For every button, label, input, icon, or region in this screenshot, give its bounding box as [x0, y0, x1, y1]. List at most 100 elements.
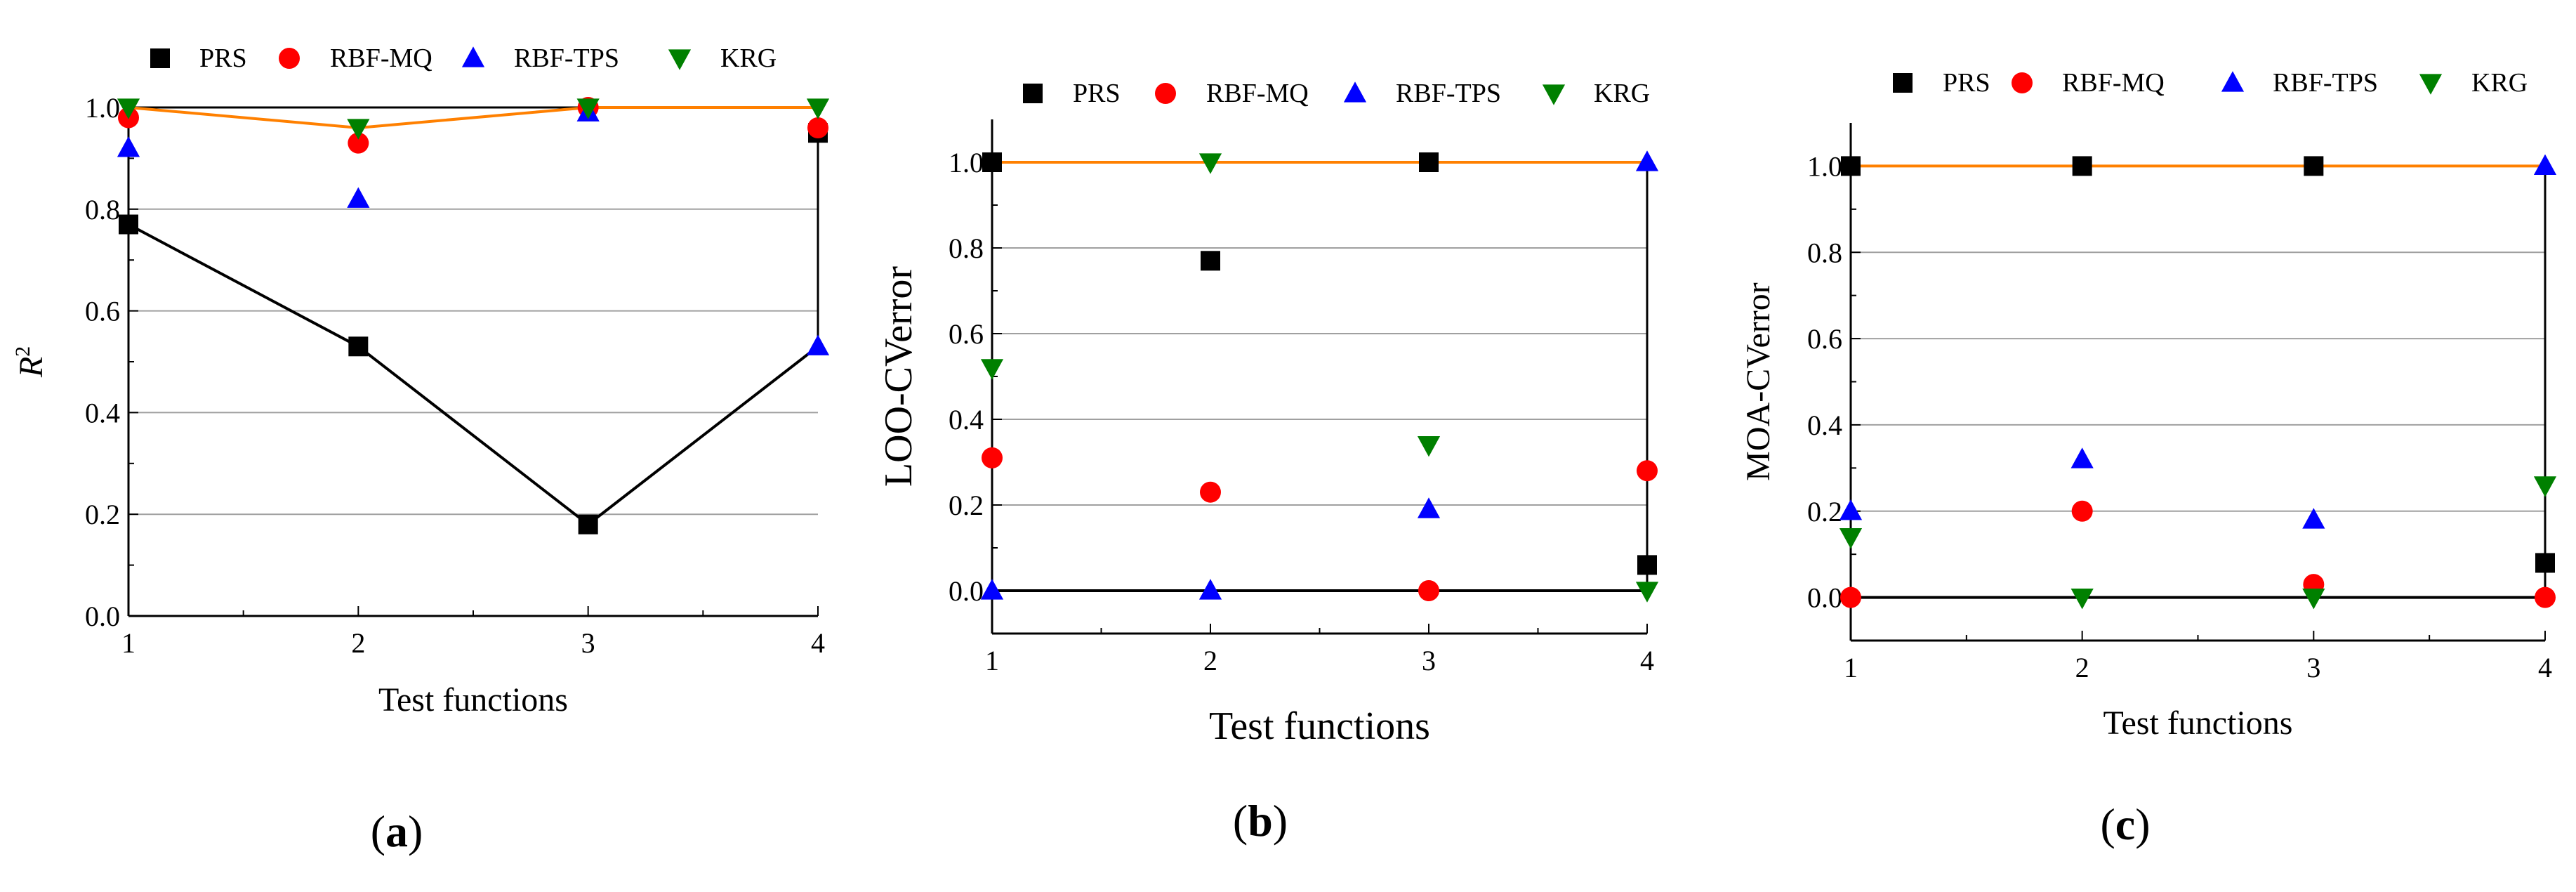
panel-paren-open: ( [2100, 799, 2115, 849]
legend-marker-rbf-mq [1155, 83, 1176, 104]
y-tick-label: 0.0 [1807, 582, 1842, 614]
point-rbf-tps [2533, 154, 2557, 176]
y-tick-label: 0.2 [85, 499, 120, 530]
legend-label-krg: KRG [720, 44, 777, 73]
point-krg [576, 98, 600, 119]
y-tick-label: 0.6 [1807, 323, 1842, 355]
panel-paren-close: ) [2135, 799, 2150, 849]
point-prs [2304, 156, 2324, 176]
point-prs [119, 214, 138, 235]
legend-label-prs: PRS [199, 44, 247, 73]
legend-marker-prs [1893, 73, 1913, 93]
y-axis-label-sup: 2 [11, 346, 34, 357]
x-tick-label: 4 [2538, 652, 2552, 683]
point-krg [2533, 476, 2557, 497]
point-prs [578, 514, 598, 534]
panel-label-a: (a) [371, 806, 423, 856]
x-axis-label: Test functions [1209, 704, 1430, 748]
legend-label-prs: PRS [1073, 79, 1121, 108]
point-rbf-tps [2070, 447, 2094, 468]
point-krg [980, 359, 1004, 380]
y-tick-label: 0.8 [85, 194, 120, 225]
legend-label-rbf-tps: RBF-TPS [1396, 79, 1501, 108]
point-rbf-mq [348, 132, 369, 154]
legend-label-rbf-tps: RBF-TPS [2273, 68, 2378, 98]
panel-paren-open: ( [371, 806, 385, 856]
point-rbf-tps [2302, 508, 2325, 529]
x-tick-label: 3 [581, 627, 595, 659]
x-axis-label: Test functions [2103, 704, 2293, 742]
legend-label-rbf-mq: RBF-MQ [2062, 68, 2165, 98]
y-tick-label: 1.0 [1807, 150, 1842, 182]
panel-label-c: (c) [2100, 799, 2150, 849]
legend-label-krg: KRG [1594, 79, 1650, 108]
panel-paren-close: ) [408, 806, 423, 856]
x-tick-label: 2 [2075, 652, 2089, 683]
lower-envelope-line [128, 223, 819, 527]
point-krg [1417, 436, 1441, 457]
panel-letter: a [385, 806, 408, 856]
point-rbf-tps [117, 136, 140, 157]
point-rbf-tps [806, 334, 830, 355]
point-prs [1637, 555, 1657, 575]
legend-label-rbf-tps: RBF-TPS [514, 44, 619, 73]
point-rbf-mq [1637, 460, 1658, 482]
point-rbf-mq [2535, 586, 2556, 608]
y-tick-label: 0.8 [1807, 237, 1842, 268]
panel-paren-close: ) [1273, 796, 1288, 846]
x-tick-label: 3 [1422, 645, 1436, 676]
point-prs [1419, 152, 1439, 172]
legend-marker-rbf-tps [1343, 81, 1367, 103]
y-axis-label: R2 [11, 346, 50, 378]
y-axis-label: MOA-CVerror [1740, 282, 1777, 481]
point-krg [117, 98, 140, 119]
point-rbf-mq [807, 117, 828, 138]
x-tick-label: 2 [1203, 645, 1217, 676]
legend-label-rbf-mq: RBF-MQ [330, 44, 432, 73]
legend-marker-prs [150, 48, 170, 68]
point-rbf-tps [1198, 579, 1222, 600]
chart-c: 0.0 0.2 0.4 0.6 0.8 1.0 1 2 3 4 PRS RBF-MQ RBF-TPS KR… [1740, 68, 2552, 849]
y-tick-label: 0.0 [85, 601, 120, 632]
upper-envelope-line [128, 106, 818, 129]
legend-marker-krg [668, 49, 692, 70]
y-tick-label: 0.2 [949, 490, 984, 521]
y-tick-label: 0.8 [949, 232, 984, 264]
y-axis-label: LOO-CVerror [877, 266, 920, 487]
y-tick-label: 0.2 [1807, 496, 1842, 527]
point-krg [1635, 582, 1659, 603]
chart-a: 0.0 0.2 0.4 0.6 0.8 1.0 1 2 3 4 PRS RBF-MQ RBF-TPS KR… [11, 44, 825, 856]
legend-label-rbf-mq: RBF-MQ [1206, 79, 1309, 108]
panel-label-b: (b) [1233, 796, 1288, 846]
x-tick-label: 2 [351, 627, 365, 659]
point-krg [2070, 588, 2094, 610]
y-tick-label: 0.6 [949, 318, 984, 350]
point-krg [806, 98, 830, 119]
x-tick-label: 1 [121, 627, 136, 659]
point-rbf-tps [980, 579, 1004, 600]
point-prs [2535, 553, 2555, 573]
point-rbf-mq [1840, 586, 1861, 608]
legend-marker-rbf-mq [2012, 72, 2033, 93]
legend-marker-krg [2419, 74, 2443, 95]
point-prs [1841, 156, 1861, 176]
point-krg [1839, 528, 1863, 549]
point-rbf-tps [1839, 499, 1863, 520]
legend-label-prs: PRS [1943, 68, 1990, 98]
y-tick-label: 1.0 [949, 147, 984, 178]
panel-paren-open: ( [1233, 796, 1248, 846]
x-tick-label: 1 [985, 645, 999, 676]
point-prs [348, 336, 369, 357]
point-rbf-tps [347, 187, 370, 208]
panel-letter: b [1248, 796, 1273, 846]
point-rbf-mq [2071, 500, 2093, 522]
point-rbf-mq [1200, 481, 1221, 503]
y-tick-label: 1.0 [85, 92, 120, 124]
legend-marker-rbf-mq [279, 48, 300, 69]
x-axis-label: Test functions [378, 681, 568, 719]
point-prs [2072, 156, 2092, 176]
x-tick-label: 4 [811, 627, 825, 659]
point-krg [1198, 153, 1222, 174]
y-tick-label: 0.6 [85, 296, 120, 327]
